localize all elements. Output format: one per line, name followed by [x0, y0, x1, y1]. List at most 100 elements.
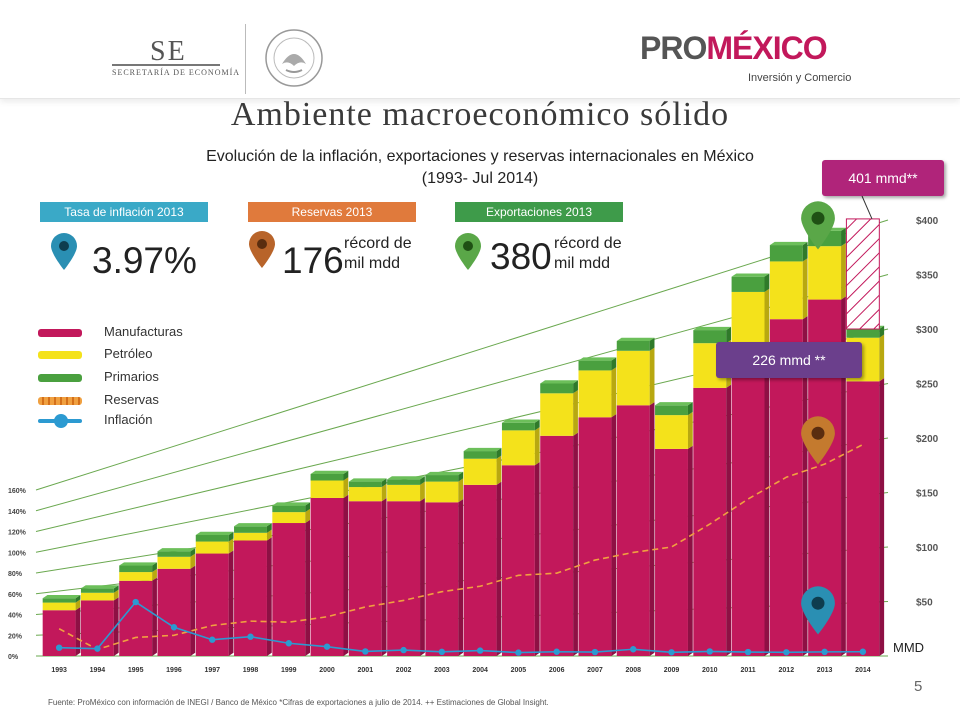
callout-connector-exports: [861, 195, 873, 220]
x-axis-tick-label: 2005: [511, 667, 527, 674]
bar-side-primarios: [75, 595, 81, 603]
se-logo-text: SE: [150, 36, 187, 67]
x-axis-tick-label: 2001: [358, 667, 374, 674]
left-axis-tick-label: 80%: [8, 571, 23, 578]
national-seal-icon: [265, 29, 323, 87]
bar-side-manufacturas: [841, 296, 846, 656]
inflation-point: [706, 648, 713, 655]
chart-lines: [55, 195, 873, 656]
bar-top: [655, 402, 693, 406]
bar-segment-petróleo: [80, 592, 114, 601]
x-axis-tick-label: 1996: [166, 667, 182, 674]
inflation-point: [132, 598, 139, 606]
bar-segment-manufacturas: [348, 501, 382, 656]
bar-side-petróleo: [841, 242, 846, 300]
bar-segment-manufacturas: [310, 497, 344, 656]
bar-side-primarios: [228, 531, 234, 542]
bar-top: [501, 419, 540, 423]
x-axis-tick-label: 2010: [702, 667, 718, 674]
bar-segment-manufacturas: [425, 502, 459, 656]
right-axis-tick-label: $300: [916, 325, 939, 336]
bar-side-manufacturas: [305, 519, 311, 656]
bar-side-primarios: [764, 273, 770, 292]
legend-label-petroleo: Petróleo: [104, 346, 153, 361]
bar-side-manufacturas: [687, 445, 693, 656]
inflation-point: [55, 644, 63, 651]
bar-segment-projection-2014: [845, 218, 880, 330]
inflation-point: [515, 649, 522, 656]
callout-exports-2014: 401 mmd**: [822, 160, 944, 196]
bar-segment-petróleo: [348, 487, 382, 502]
bar-top: [348, 478, 387, 482]
bar-side-petróleo: [343, 477, 349, 498]
inflation-chart-pin-icon: [801, 586, 835, 635]
right-axis-tick-label: $100: [916, 543, 939, 554]
chart-gridline: [35, 219, 889, 491]
bar-segment-petróleo: [540, 393, 574, 436]
right-axis-tick-label: $250: [916, 380, 939, 391]
x-axis-tick-label: 1999: [281, 667, 297, 674]
chart-subtitle-line2: (1993- Jul 2014): [421, 170, 539, 187]
bar-side-petróleo: [534, 427, 540, 466]
right-axis-tick-label: $150: [916, 489, 939, 500]
bar-side-manufacturas: [343, 494, 349, 656]
bar-segment-petróleo: [501, 430, 535, 466]
bar-side-primarios: [726, 326, 732, 344]
promexico-brand-pro: PRO: [640, 30, 707, 66]
right-axis-unit-label: MMD: [893, 640, 924, 655]
bar-segment-manufacturas: [846, 381, 880, 656]
bar-side-petróleo: [266, 529, 272, 541]
page-title: Ambiente macroeconómico sólido: [230, 96, 730, 133]
bar-side-primarios: [113, 585, 119, 593]
bar-segment-petróleo: [769, 261, 803, 320]
bar-segment-primarios: [42, 598, 76, 603]
kpi-exports-value: 380: [490, 236, 552, 277]
bar-side-petróleo: [75, 599, 81, 611]
x-axis-tick-label: 1995: [128, 667, 144, 674]
x-axis-tick-label: 2004: [472, 667, 488, 674]
inflation-point: [668, 649, 675, 656]
bar-segment-petróleo: [425, 481, 459, 503]
bar-side-primarios: [611, 357, 617, 371]
bar-side-petróleo: [573, 390, 578, 436]
chart-bars: [42, 218, 885, 656]
exports-pin-icon: [455, 233, 481, 270]
bar-side-primarios: [343, 470, 349, 481]
bar-segment-primarios: [119, 565, 153, 573]
bar-side-manufacturas: [611, 414, 617, 656]
bar-segment-manufacturas: [731, 352, 765, 656]
bar-segment-primarios: [616, 340, 650, 351]
inflation-point: [438, 648, 446, 656]
bar-segment-primarios: [578, 360, 612, 371]
bar-segment-manufacturas: [578, 417, 612, 656]
header-bar: SE SECRETARÍA DE ECONOMÍA PROMÉXICO Inve…: [0, 0, 960, 99]
bar-segment-petróleo: [655, 415, 688, 449]
bar-side-petróleo: [764, 288, 770, 353]
bar-segment-manufacturas: [655, 448, 688, 656]
kpi-inflation-label: Tasa de inflación 2013: [64, 205, 184, 219]
left-axis-tick-label: 100%: [8, 550, 27, 557]
bar-side-primarios: [573, 380, 578, 394]
header-divider: [245, 24, 246, 94]
bar-side-petróleo: [305, 508, 311, 524]
bar-segment-manufacturas: [387, 501, 421, 656]
legend-label-reservas: Reservas: [104, 392, 159, 407]
bar-side-primarios: [152, 562, 157, 573]
kpi-reserves-note: récord de mil mdd: [344, 234, 412, 274]
bar-side-petróleo: [190, 553, 196, 569]
promexico-tagline: Inversión y Comercio: [748, 72, 852, 84]
inflation-line: [59, 600, 863, 654]
bar-top: [425, 471, 464, 476]
x-axis-tick-label: 2009: [664, 667, 680, 674]
bar-side-primarios: [305, 502, 311, 513]
bar-segment-manufacturas: [616, 405, 650, 656]
bar-side-primarios: [802, 241, 808, 262]
bar-segment-primarios: [655, 405, 688, 416]
inflation-point: [400, 646, 407, 654]
legend-swatch-reservas: [38, 397, 82, 405]
right-axis-tick-label: $350: [916, 271, 939, 282]
bar-top: [693, 326, 732, 331]
left-axis-tick-label: 40%: [8, 613, 23, 620]
legend-swatch-manufacturas: [38, 329, 82, 337]
bar-side-manufacturas: [266, 537, 272, 656]
